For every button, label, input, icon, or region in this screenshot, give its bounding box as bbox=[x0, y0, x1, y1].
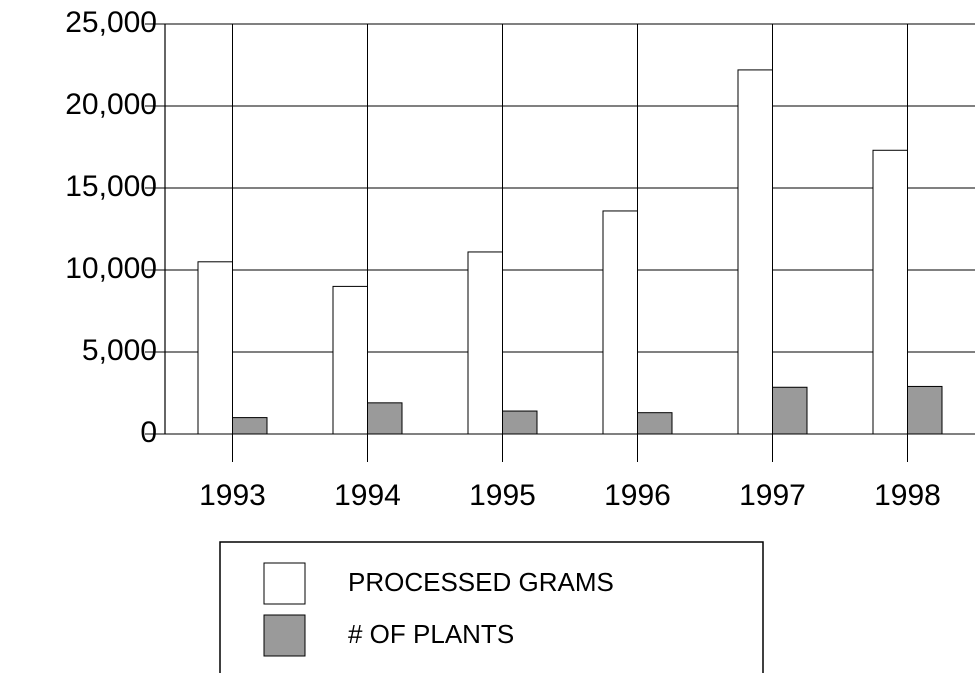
x-tick-label: 1998 bbox=[874, 479, 941, 512]
bar bbox=[232, 417, 268, 435]
bar bbox=[467, 251, 503, 435]
bar bbox=[332, 285, 368, 435]
y-tick-label: 5,000 bbox=[82, 334, 157, 367]
y-tick-label: 20,000 bbox=[65, 88, 157, 121]
legend-label: # OF PLANTS bbox=[348, 619, 514, 649]
x-tick-label: 1994 bbox=[334, 479, 401, 512]
y-tick-label: 10,000 bbox=[65, 252, 157, 285]
legend-box bbox=[219, 541, 764, 673]
x-tick-label: 1997 bbox=[739, 479, 806, 512]
bar bbox=[367, 402, 403, 435]
bar bbox=[872, 149, 908, 435]
x-tick-label: 1995 bbox=[469, 479, 536, 512]
x-tick-label: 1993 bbox=[199, 479, 266, 512]
x-tick-label: 1996 bbox=[604, 479, 671, 512]
legend-swatch bbox=[263, 614, 306, 657]
y-tick-label: 25,000 bbox=[65, 6, 157, 39]
y-tick-label: 0 bbox=[140, 416, 157, 449]
bar bbox=[602, 210, 638, 435]
bar bbox=[772, 386, 808, 435]
y-tick-label: 15,000 bbox=[65, 170, 157, 203]
bar bbox=[907, 385, 943, 435]
bar bbox=[737, 69, 773, 435]
legend-label: PROCESSED GRAMS bbox=[348, 567, 614, 597]
bar bbox=[502, 410, 538, 435]
bar bbox=[637, 412, 673, 435]
legend-swatch bbox=[263, 562, 306, 605]
bar bbox=[197, 261, 233, 435]
